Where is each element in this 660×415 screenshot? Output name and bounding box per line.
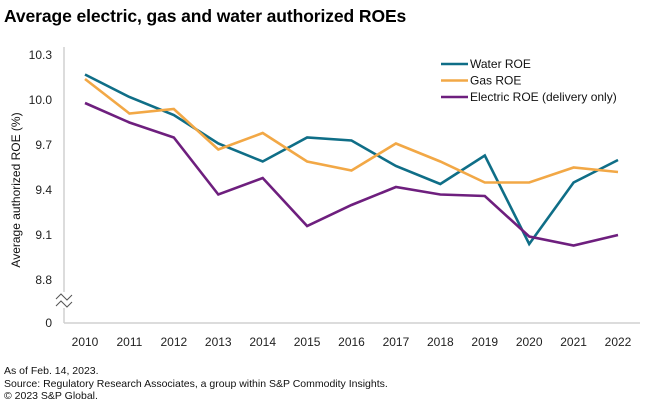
axis-break-mark (55, 293, 73, 301)
x-tick-label: 2010 (72, 335, 99, 349)
x-tick-label: 2018 (427, 335, 454, 349)
legend-label: Electric ROE (delivery only) (470, 90, 617, 104)
y-tick-label: 10.0 (29, 93, 53, 107)
legend-item: Water ROE (441, 57, 531, 71)
axes (55, 47, 640, 324)
series-line-electric-roe-delivery-only (84, 101, 619, 247)
legend-label: Gas ROE (470, 74, 521, 88)
y-tick-label: 9.4 (35, 183, 52, 197)
x-tick-label: 2014 (249, 335, 276, 349)
y-tick-label: 8.8 (35, 273, 52, 287)
x-tick-label: 2013 (205, 335, 232, 349)
x-tick-label: 2021 (560, 335, 587, 349)
x-tick-label: 2022 (605, 335, 632, 349)
legend: Water ROE Gas ROE Electric ROE (delivery o… (441, 57, 617, 104)
y-axis-title: Average authorized ROE (%) (9, 112, 23, 267)
copyright-note: © 2023 S&P Global. (4, 390, 98, 402)
x-tick-label: 2012 (160, 335, 187, 349)
y-tick-label: 10.3 (29, 48, 53, 62)
legend-label: Water ROE (470, 57, 531, 71)
as-of-note: As of Feb. 14, 2023. (4, 365, 99, 377)
axis-break-mark (55, 300, 73, 308)
x-tick-label: 2017 (383, 335, 410, 349)
series-lines (84, 73, 619, 247)
y-tick-label: 9.1 (35, 228, 52, 242)
x-tick-labels: 2010 2011 2012 2013 2014 2015 2016 2017 2018 2019… (72, 335, 632, 349)
chart-title: Average electric, gas and water authoriz… (4, 6, 407, 26)
x-tick-label: 2015 (294, 335, 321, 349)
legend-item: Gas ROE (441, 74, 521, 88)
footer: As of Feb. 14, 2023. Source: Regulatory … (4, 365, 388, 403)
y-tick-label: 0 (45, 316, 52, 330)
x-tick-label: 2011 (117, 335, 143, 349)
x-tick-label: 2016 (338, 335, 365, 349)
y-tick-label: 9.7 (35, 138, 52, 152)
x-tick-label: 2020 (516, 335, 543, 349)
y-tick-labels: 10.3 10.0 9.7 9.4 9.1 8.8 0 (29, 48, 53, 330)
legend-item: Electric ROE (delivery only) (441, 90, 617, 104)
x-tick-label: 2019 (471, 335, 498, 349)
source-note: Source: Regulatory Research Associates, … (4, 377, 388, 390)
